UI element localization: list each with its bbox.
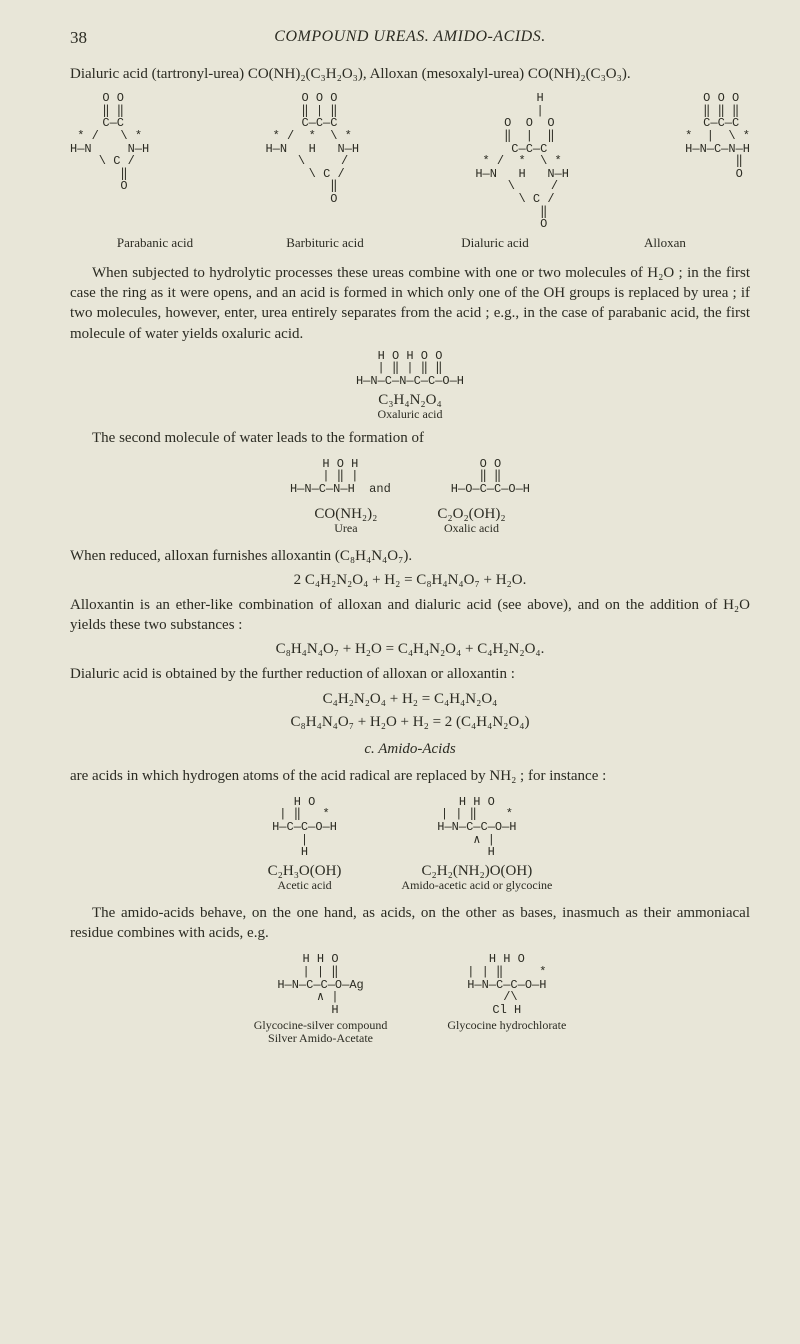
oxalic-structure: O O ‖ ‖ H—O—C—C—O—H xyxy=(451,458,530,496)
acetic-name: Acetic acid xyxy=(268,878,342,893)
para-hydrolytic: When subjected to hydrolytic processes t… xyxy=(70,263,750,344)
equation-3a: C₄H₂N₂O₄ + H₂ = C₄H₄N₂O₄ xyxy=(70,691,750,708)
hcl-name: Glycocine hydrochlorate xyxy=(447,1018,566,1033)
section-amido-acids: c. Amido-Acids xyxy=(70,741,750,758)
glyco-name: Amido-acetic acid or glycocine xyxy=(401,878,552,893)
glyco-formula-text: C₂H₂(NH₂)O(OH) xyxy=(422,863,533,879)
urea-oxalic-formulas: CO(NH₂)₂ Urea C₂O₂(OH)₂ Oxalic acid xyxy=(70,504,750,542)
label-dialuric: Dialuric acid xyxy=(410,235,580,251)
label-parabanic: Parabanic acid xyxy=(70,235,240,251)
oxaluric-formula-text: C₃H₄N₂O₄ xyxy=(378,392,441,408)
urea-formula: CO(NH₂)₂ Urea xyxy=(314,506,377,536)
silver-compound-name: Glycocine-silver compound Silver Amido-A… xyxy=(254,1018,388,1046)
urea-oxalic-structures: H O H | ‖ | H—N—C—N—H and O O ‖ ‖ H—O—C—… xyxy=(70,454,750,500)
structure-labels-1: Parabanic acid Barbituric acid Dialuric … xyxy=(70,235,750,251)
oxaluric-structure: H O H O O | ‖ | ‖ ‖ H—N—C—N—C—C—O—H xyxy=(70,350,750,388)
page-number: 38 xyxy=(70,28,87,48)
equation-1: 2 C₄H₂N₂O₄ + H₂ = C₈H₄N₄O₇ + H₂O. xyxy=(70,572,750,589)
acetic-formula: C₂H₃O(OH) Acetic acid xyxy=(268,863,342,893)
equation-3b: C₈H₄N₄O₇ + H₂O + H₂ = 2 (C₄H₄N₂O₄) xyxy=(70,714,750,731)
oxalic-formula: C₂O₂(OH)₂ Oxalic acid xyxy=(437,506,505,536)
acetic-structure: H O | ‖ * H—C—C—O—H | H xyxy=(268,796,342,859)
struct-parabanic: O O ‖ ‖ C—C * / \ * H—N N—H \ C / ‖ O xyxy=(70,92,149,231)
para-dialuric-obtained: Dialuric acid is obtained by the further… xyxy=(70,664,750,684)
struct-alloxan: O O O ‖ ‖ ‖ C—C—C * | \ * H—N—C—N—H ‖ O xyxy=(685,92,750,231)
urea-name: Urea xyxy=(314,521,377,536)
para-amido-behave: The amido-acids behave, on the one hand,… xyxy=(70,903,750,944)
glyco-structure: H H O | | ‖ * H—N—C—C—O—H ∧ | H xyxy=(401,796,552,859)
equation-2: C₈H₄N₄O₇ + H₂O = C₄H₄N₂O₄ + C₄H₂N₂O₄. xyxy=(70,641,750,658)
running-head: COMPOUND UREAS. AMIDO-ACIDS. xyxy=(70,28,750,46)
page: 38 COMPOUND UREAS. AMIDO-ACIDS. Dialuric… xyxy=(0,0,800,1344)
para-amido-intro: are acids in which hydrogen atoms of the… xyxy=(70,766,750,786)
silver-name-b: Silver Amido-Acetate xyxy=(254,1031,388,1046)
intro-line: Dialuric acid (tartronyl-urea) CO(NH)₂(C… xyxy=(70,64,750,84)
label-alloxan: Alloxan xyxy=(580,235,750,251)
para-alloxantin: When reduced, alloxan furnishes alloxant… xyxy=(70,546,750,566)
urea-formula-text: CO(NH₂)₂ xyxy=(314,506,377,522)
acetic-glyco-structures: H O | ‖ * H—C—C—O—H | H C₂H₃O(OH) Acetic… xyxy=(70,792,750,899)
oxalic-formula-text: C₂O₂(OH)₂ xyxy=(437,506,505,522)
hcl-structure: H H O | | ‖ * H—N—C—C—O—H /\ Cl H xyxy=(447,953,566,1016)
hcl-compound-name: Glycocine hydrochlorate xyxy=(447,1018,566,1033)
oxalic-name: Oxalic acid xyxy=(437,521,505,536)
label-barbituric: Barbituric acid xyxy=(240,235,410,251)
struct-dialuric: H | O O O ‖ | ‖ C—C—C * / * \ * H—N H N—… xyxy=(475,92,569,231)
urea-structure: H O H | ‖ | H—N—C—N—H and xyxy=(290,458,391,496)
salt-structures: H H O | | ‖ H—N—C—C—O—Ag ∧ | H Glycocine… xyxy=(70,949,750,1052)
para-second-molecule: The second molecule of water leads to th… xyxy=(70,428,750,448)
glyco-formula: C₂H₂(NH₂)O(OH) Amido-acetic acid or glyc… xyxy=(401,863,552,893)
silver-structure: H H O | | ‖ H—N—C—C—O—Ag ∧ | H xyxy=(254,953,388,1016)
para-etherlike: Alloxantin is an ether-like combination … xyxy=(70,595,750,636)
struct-barbituric: O O O ‖ | ‖ C—C—C * / * \ * H—N H N—H \ … xyxy=(265,92,359,231)
oxaluric-name: Oxaluric acid xyxy=(70,407,750,422)
structure-row-1: O O ‖ ‖ C—C * / \ * H—N N—H \ C / ‖ O O … xyxy=(70,92,750,231)
acetic-formula-text: C₂H₃O(OH) xyxy=(268,863,342,879)
oxaluric-formula: C₃H₄N₂O₄ Oxaluric acid xyxy=(70,392,750,422)
